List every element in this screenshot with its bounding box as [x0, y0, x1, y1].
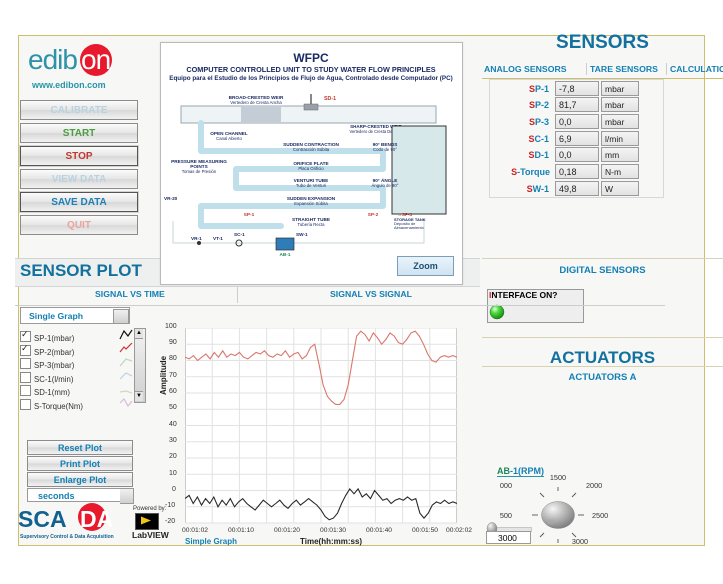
svg-text:SCA: SCA [18, 506, 67, 532]
svg-text:SW-1: SW-1 [296, 232, 308, 237]
svg-text:VR-1: VR-1 [191, 236, 202, 241]
svg-text:SD-1: SD-1 [324, 96, 336, 102]
svg-text:Contracción Súbita: Contracción Súbita [293, 147, 330, 152]
svg-text:→SP-3: →SP-3 [397, 212, 413, 217]
svg-text:VT-1: VT-1 [213, 236, 223, 241]
svg-text:Vertedero de Cresta Ancha: Vertedero de Cresta Ancha [230, 100, 282, 105]
svg-text:VR-20: VR-20 [164, 196, 178, 201]
svg-text:Canal Abierto: Canal Abierto [216, 136, 242, 141]
svg-text:edib: edib [28, 44, 77, 75]
svg-text:Tomas de Presión: Tomas de Presión [182, 169, 217, 174]
svg-text:Expansión Súbita: Expansión Súbita [294, 201, 328, 206]
svg-text:on: on [81, 44, 110, 75]
svg-text:2000: 2000 [586, 481, 602, 490]
svg-text:Almacenamiento: Almacenamiento [394, 225, 425, 230]
svg-text:Tubería Recta: Tubería Recta [297, 222, 325, 227]
svg-text:SP-1: SP-1 [244, 212, 255, 217]
svg-text:Placa Orificio: Placa Orificio [298, 166, 324, 171]
svg-text:2500: 2500 [592, 511, 608, 520]
svg-text:Ángulo de 90°: Ángulo de 90° [371, 183, 398, 188]
svg-text:COMPUTER CONTROLLED UNIT TO ST: COMPUTER CONTROLLED UNIT TO STUDY WATER … [186, 65, 435, 74]
svg-text:Tubo de Venturi: Tubo de Venturi [296, 183, 326, 188]
svg-text:Equipo para el Estudio de los: Equipo para el Estudio de los Principios… [169, 75, 453, 82]
svg-text:500: 500 [500, 511, 512, 520]
svg-text:AB-1: AB-1 [280, 252, 291, 257]
svg-text:DA: DA [80, 506, 113, 532]
svg-text:3000: 3000 [572, 537, 588, 546]
svg-text:WFPC: WFPC [293, 51, 329, 65]
svg-text:1500: 1500 [550, 473, 566, 482]
svg-text:Codo de 90°: Codo de 90° [373, 147, 397, 152]
svg-text:SP-2: SP-2 [368, 212, 379, 217]
svg-text:SC-1: SC-1 [234, 232, 245, 237]
